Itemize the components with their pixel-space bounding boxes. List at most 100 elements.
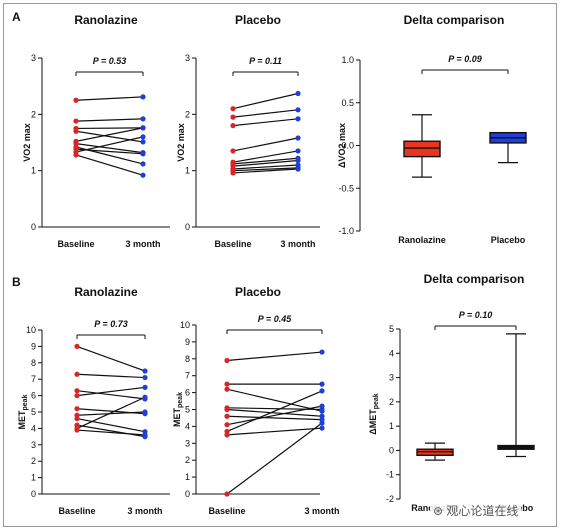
followup-point (319, 381, 325, 387)
followup-point (142, 368, 148, 374)
y-tick-label: 1 (31, 166, 36, 176)
y-tick-label: 3 (31, 53, 36, 63)
x-category-label: Placebo (491, 235, 526, 245)
pair-line (226, 415, 323, 421)
p-value-label: P = 0.09 (448, 54, 481, 64)
followup-point (140, 161, 146, 167)
pair-line (75, 127, 144, 142)
y-tick-label: -2 (386, 494, 394, 504)
baseline-point (224, 422, 230, 428)
box-body (403, 140, 441, 158)
pair-line (232, 157, 299, 165)
baseline-point (230, 123, 236, 129)
followup-point (295, 90, 301, 97)
p-value-label: P = 0.45 (258, 314, 292, 324)
y-tick-label: 1 (31, 473, 36, 483)
x-category-label: Baseline (214, 239, 251, 249)
y-tick-label: 3 (389, 373, 394, 383)
y-tick-label: 6 (185, 388, 190, 398)
y-tick-label: 1 (389, 421, 394, 431)
pair-line (75, 127, 144, 130)
pair-line (76, 373, 146, 379)
baseline-point (224, 386, 230, 392)
y-tick-label: 0.5 (341, 98, 354, 108)
baseline-point (74, 393, 80, 399)
pair-line (226, 351, 323, 362)
watermark-text: ⊛ 观心论道在线 (430, 501, 522, 520)
followup-point (142, 432, 148, 438)
pair-line (232, 137, 299, 152)
p-value-label: P = 0.73 (94, 319, 127, 329)
y-tick-label: -1.0 (338, 226, 354, 236)
pair-line (226, 390, 323, 433)
baseline-point (224, 491, 230, 497)
followup-point (140, 151, 146, 157)
y-axis-label: METpeak (172, 392, 184, 427)
chart-title: Ranolazine (74, 13, 138, 27)
y-tick-label: 0 (185, 222, 190, 232)
p-value-label: P = 0.53 (93, 56, 126, 66)
y-tick-label: 0.0 (341, 141, 354, 151)
followup-point (319, 420, 325, 426)
p-value-label: P = 0.11 (249, 56, 282, 66)
y-axis-label-subscript: peak (177, 392, 184, 408)
pair-line (232, 159, 299, 167)
x-category-label: 3 month (305, 506, 340, 516)
pair-line (226, 388, 323, 412)
pair-line (226, 427, 323, 436)
followup-point (142, 409, 148, 415)
x-category-label: Baseline (57, 239, 94, 249)
chart-title: Placebo (235, 13, 281, 27)
baseline-point (230, 170, 236, 176)
chart-title: Delta comparison (404, 13, 505, 27)
pair-line (76, 390, 146, 400)
y-tick-label: 0 (31, 222, 36, 232)
y-tick-label: -0.5 (338, 183, 354, 193)
y-tick-label: 4 (185, 421, 190, 431)
followup-point (319, 388, 325, 394)
followup-point (295, 116, 301, 122)
followup-point (295, 135, 301, 141)
pair-line (226, 422, 323, 495)
pair-line (226, 405, 323, 426)
y-axis-label-subscript: peak (22, 394, 29, 410)
y-tick-label: 7 (31, 374, 36, 384)
x-category-label: Baseline (208, 506, 245, 516)
baseline-point (74, 415, 80, 422)
pair-line (76, 396, 146, 429)
pair-line (75, 130, 144, 143)
baseline-point (224, 413, 230, 419)
y-tick-label: 3 (185, 53, 190, 63)
baseline-point (73, 152, 79, 158)
followup-point (319, 425, 325, 431)
pair-line (232, 167, 299, 172)
y-tick-label: 8 (185, 354, 190, 364)
y-tick-label: 10 (26, 325, 36, 335)
baseline-point (224, 432, 230, 438)
pair-line (226, 408, 323, 417)
y-tick-label: 4 (31, 423, 36, 433)
followup-point (140, 125, 146, 131)
y-tick-label: 7 (185, 371, 190, 381)
pair-line (232, 168, 299, 174)
y-tick-label: 0 (31, 489, 36, 499)
followup-point (140, 116, 146, 122)
baseline-point (224, 406, 230, 413)
followup-point (319, 403, 325, 409)
y-tick-label: 2 (31, 456, 36, 466)
baseline-point (230, 114, 236, 120)
y-axis-label-subscript: peak (373, 393, 380, 409)
pair-line (76, 429, 146, 436)
followup-point (140, 94, 146, 100)
pair-line (75, 118, 144, 122)
pair-line (76, 345, 146, 372)
y-axis-label: ΔMETpeak (368, 393, 380, 435)
y-tick-label: 2 (31, 109, 36, 119)
baseline-point (74, 427, 80, 433)
pair-line (75, 154, 144, 176)
